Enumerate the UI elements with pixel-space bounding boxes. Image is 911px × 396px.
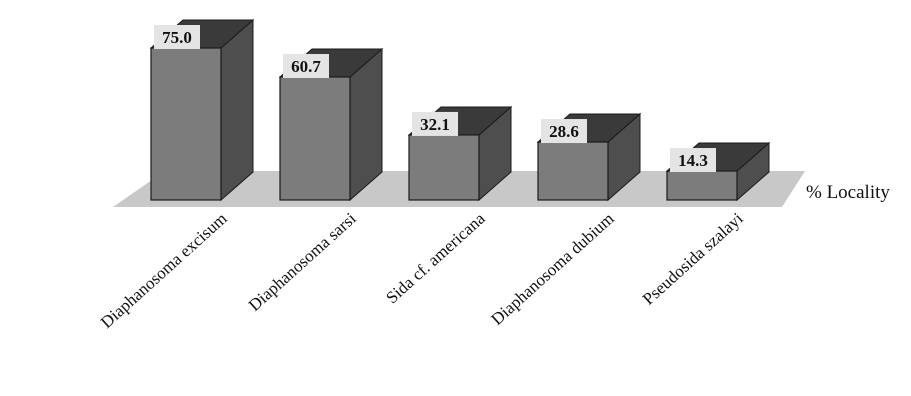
series-label: % Locality: [806, 182, 890, 203]
value-label-text: 14.3: [678, 151, 708, 170]
bar-front: [537, 141, 609, 201]
bar-front: [666, 170, 738, 201]
category-label: Diaphanosoma excisum: [97, 209, 231, 332]
value-label-box: [154, 25, 200, 49]
value-label-box: [412, 111, 458, 136]
category-label: Sida cf. americana: [382, 209, 489, 308]
category-labels-group: Diaphanosoma excisum Diaphanosoma sarsi Si…: [97, 209, 747, 332]
category-label: Diaphanosoma dubium: [487, 209, 617, 329]
bars-group: [149, 18, 771, 202]
value-label-text: 75.0: [162, 28, 192, 47]
value-labels-group: 75.0 60.7 32.1 28.6 14.3: [154, 25, 716, 173]
bar-front: [408, 134, 480, 201]
bar-front: [279, 76, 351, 201]
category-label: Diaphanosoma sarsi: [245, 209, 360, 315]
value-label: 60.7: [283, 53, 329, 78]
value-label-text: 32.1: [420, 115, 450, 134]
value-label: 75.0: [154, 25, 200, 49]
bar-diaphanosoma-sarsi: [278, 47, 384, 202]
bar-side: [220, 18, 254, 202]
bar-front: [150, 47, 222, 201]
value-label-box: [541, 119, 587, 144]
category-label: Pseudosida szalayi: [639, 209, 747, 309]
value-label: 28.6: [541, 119, 587, 144]
value-label: 14.3: [670, 148, 716, 173]
value-label-text: 60.7: [291, 57, 321, 76]
bar-diaphanosoma-dubium: [536, 112, 642, 202]
value-label-box: [670, 148, 716, 173]
value-label: 32.1: [412, 111, 458, 136]
value-label-box: [283, 53, 329, 78]
value-label-text: 28.6: [549, 122, 579, 141]
